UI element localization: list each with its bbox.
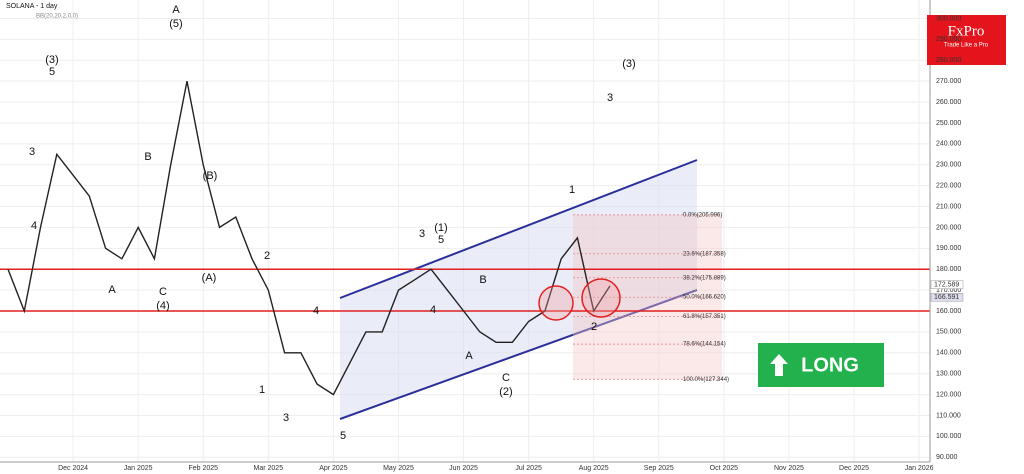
- signal-arrow: [770, 354, 788, 376]
- wave-label: C: [502, 372, 510, 384]
- x-tick-label: Dec 2025: [839, 465, 869, 472]
- x-tick-label: Nov 2025: [774, 465, 804, 472]
- y-tick-label: 190.000: [936, 245, 961, 252]
- y-tick-label: 260.000: [936, 99, 961, 106]
- wave-label: 5: [49, 66, 55, 78]
- y-tick-label: 220.000: [936, 182, 961, 189]
- wave-label: 4: [430, 304, 436, 316]
- logo-name: FxPro: [948, 23, 985, 39]
- x-tick-label: Jun 2025: [449, 465, 478, 472]
- wave-label: (2): [499, 386, 512, 398]
- wave-label: 2: [591, 321, 597, 333]
- wave-label: B: [479, 274, 486, 286]
- channel-fill: [340, 160, 697, 419]
- y-tick-label: 130.000: [936, 371, 961, 378]
- zone-circle: [581, 278, 621, 318]
- plot: 0.0%(205.996) 23.6%(187.358) 38.2%(175.889…: [0, 80, 930, 396]
- indicator: BB(20,20,2,0,0): [36, 14, 78, 20]
- x-tick-label: May 2025: [383, 465, 414, 472]
- fib-label: 50.0%(166.620): [683, 295, 726, 301]
- y-tick-label: 280.000: [936, 57, 961, 64]
- y-tick-label: 120.000: [936, 391, 961, 398]
- x-tick-label: Mar 2025: [254, 465, 284, 472]
- fib-label: 100.0%(127.344): [683, 377, 729, 383]
- y-tick-label: 160.000: [936, 308, 961, 315]
- x-tick-label: Oct 2025: [710, 465, 739, 472]
- wave-label: (1): [434, 222, 447, 234]
- wave-label: A: [465, 350, 473, 362]
- wave-label: (4): [156, 300, 169, 312]
- wave-label: (3): [622, 58, 635, 70]
- y-tick-label: 150.000: [936, 329, 961, 336]
- x-tick-label: Apr 2025: [319, 465, 348, 472]
- wave-label: C: [159, 286, 167, 298]
- y-tick-label: 140.000: [936, 350, 961, 357]
- y-tick-label: 100.000: [936, 433, 961, 440]
- x-tick-label: Sep 2025: [644, 465, 674, 472]
- price-tag-label: 166.591: [934, 294, 959, 301]
- y-tick-label: 170.000: [936, 287, 961, 294]
- zone-circle: [538, 285, 574, 321]
- wave-label: A: [172, 4, 180, 16]
- wave-label: (A): [202, 272, 217, 284]
- fib-label: 38.2%(175.889): [683, 275, 726, 281]
- x-tick-label: Aug 2025: [579, 465, 609, 472]
- wave-label: 1: [569, 184, 575, 196]
- price-tag: [930, 292, 964, 302]
- y-tick-label: 300.000: [936, 15, 961, 22]
- wave-label: 4: [31, 220, 37, 232]
- y-tick-label: 210.000: [936, 203, 961, 210]
- fib-label: 61.8%(157.351): [683, 314, 726, 320]
- fib-label: 0.0%(205.996): [683, 212, 722, 218]
- x-tick-label: Jan 2025: [124, 465, 153, 472]
- wave-label: B: [144, 151, 151, 163]
- fib-label: 78.6%(144.154): [683, 342, 726, 348]
- logo-tagline: Trade Like a Pro: [944, 43, 989, 49]
- y-tick-label: 200.000: [936, 224, 961, 231]
- x-tick-label: Jan 2026: [905, 465, 934, 472]
- signal-text: LONG: [801, 354, 859, 376]
- y-tick-label: 270.000: [936, 78, 961, 85]
- price-tag-label: 172.589: [934, 282, 959, 289]
- y-tick-label: 290.000: [936, 36, 961, 43]
- wave-label: A: [108, 284, 116, 296]
- channel-top: [339, 159, 698, 299]
- y-tick-label: 90.000: [936, 454, 958, 461]
- wave-label: 3: [283, 412, 289, 424]
- fib-label: 23.6%(187.358): [683, 251, 726, 257]
- price-line: [7, 80, 611, 396]
- x-tick-label: Jul 2025: [515, 465, 542, 472]
- x-tick-label: Dec 2024: [58, 465, 88, 472]
- wave-label: (3): [45, 54, 58, 66]
- wave-label: 4: [313, 305, 319, 317]
- wave-label: 3: [29, 146, 35, 158]
- wave-label: 2: [264, 250, 270, 262]
- price-tag: [930, 280, 964, 289]
- wave-label: 5: [340, 430, 346, 442]
- y-tick-label: 250.000: [936, 120, 961, 127]
- wave-label: 5: [438, 234, 444, 246]
- wave-label: 3: [419, 228, 425, 240]
- wave-label: 3: [607, 92, 613, 104]
- chart-title: SOLANA - 1 day: [6, 3, 58, 10]
- y-tick-label: 230.000: [936, 162, 961, 169]
- y-tick-label: 110.000: [936, 412, 961, 419]
- y-tick-label: 240.000: [936, 141, 961, 148]
- wave-label: (5): [169, 18, 182, 30]
- logo: [927, 15, 1006, 65]
- wave-label: 1: [259, 384, 265, 396]
- y-tick-label: 180.000: [936, 266, 961, 273]
- wave-label: (B): [203, 170, 218, 182]
- x-tick-label: Feb 2025: [188, 465, 218, 472]
